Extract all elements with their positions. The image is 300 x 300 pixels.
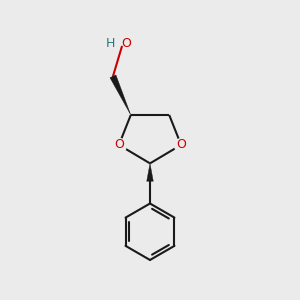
Text: O: O bbox=[114, 138, 124, 152]
Text: O: O bbox=[176, 138, 186, 152]
Polygon shape bbox=[110, 75, 131, 115]
Polygon shape bbox=[147, 164, 153, 181]
Text: O: O bbox=[122, 37, 131, 50]
Text: H: H bbox=[105, 37, 115, 50]
